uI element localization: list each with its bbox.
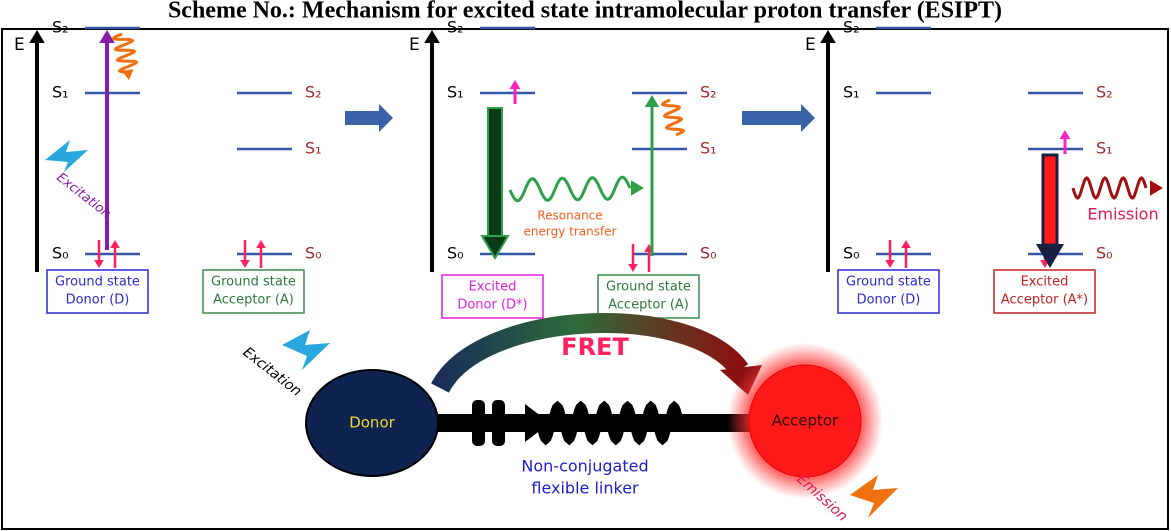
emission-wave-head: [1150, 180, 1163, 196]
acceptor-level-label: S₂: [305, 83, 322, 102]
electron-up-head: [901, 240, 911, 248]
relaxation-wave: [663, 100, 684, 135]
donor-level-label: S₂: [447, 18, 464, 37]
acceptor-level-label: S₀: [1096, 244, 1113, 263]
emission-wave: [1073, 178, 1146, 198]
donor-level-label: S₀: [447, 244, 464, 263]
linker-label: Non-conjugated: [521, 457, 648, 476]
linker-spring: [540, 406, 680, 440]
linker-block: [492, 400, 505, 446]
emission-arrow-head: [1036, 244, 1064, 268]
electron-up-head: [256, 240, 266, 248]
relaxation-wave-head: [122, 69, 134, 80]
transfer-wave-head: [631, 180, 644, 196]
acceptor-box-text: Ground state: [211, 275, 296, 290]
electron-down-head: [240, 260, 250, 268]
donor-level-label: S₁: [52, 83, 69, 102]
fret-label: FRET: [561, 333, 629, 361]
electron-up-head: [510, 80, 521, 89]
acceptor-level-label: S₀: [305, 244, 322, 263]
acceptor-box-text: Acceptor (A): [213, 293, 294, 308]
donor-box-text: Ground state: [55, 275, 140, 290]
energy-label: E: [14, 35, 25, 55]
linker-label: flexible linker: [531, 479, 639, 498]
excitation-arrow-head: [99, 30, 115, 43]
electron-down-head: [885, 260, 895, 268]
diagram: Scheme No.: Mechanism for excited state …: [0, 0, 1171, 531]
donor-label: Donor: [349, 414, 395, 432]
panel-arrow: [345, 104, 393, 132]
acceptor-level-label: S₂: [700, 83, 717, 102]
panel-arrow: [742, 104, 815, 132]
acceptor-box-text: Acceptor (A*): [1001, 293, 1088, 308]
electron-up-head: [1060, 130, 1071, 139]
electron-up-head: [110, 240, 120, 248]
donor-box-text: Donor (D): [857, 293, 921, 308]
energy-label: E: [805, 35, 816, 55]
annotation: energy transfer: [523, 225, 616, 239]
acceptor-level-label: S₁: [700, 139, 717, 158]
donor-level-label: S₁: [447, 83, 464, 102]
acceptor-level-label: S₁: [305, 139, 322, 158]
donor-box-text: Ground state: [846, 275, 931, 290]
donor-box-text: Donor (D): [66, 293, 130, 308]
donor-level-label: S₂: [52, 18, 69, 37]
lightning: [282, 330, 330, 370]
emission-arrow: [1043, 155, 1057, 245]
acceptor-box-text: Ground state: [606, 280, 691, 295]
acceptor-label: Acceptor: [772, 412, 839, 430]
excitation-label: Excitation: [240, 344, 305, 399]
energy-axis-head: [820, 30, 836, 43]
annotation: Emission: [1087, 205, 1158, 224]
acceptor-level-label: S₂: [1096, 83, 1113, 102]
donor-decay-arrow: [488, 108, 502, 238]
donor-level-label: S₀: [843, 244, 860, 263]
energy-axis-head: [29, 30, 45, 43]
annotation: Resonance: [537, 209, 602, 223]
acceptor-box-text: Acceptor (A): [608, 298, 689, 313]
donor-box-text: Donor (D*): [457, 298, 527, 313]
acceptor-level-label: S₀: [700, 244, 717, 263]
donor-level-label: S₁: [843, 83, 860, 102]
lightning: [850, 475, 898, 518]
annotation: Excitation: [53, 170, 113, 222]
acceptor-level-label: S₁: [1096, 139, 1113, 158]
electron-down-head: [94, 260, 104, 268]
frame: [2, 29, 1168, 529]
lightning: [45, 140, 88, 172]
energy-axis-head: [424, 30, 440, 43]
acceptor-box-text: Excited: [1021, 275, 1069, 290]
relaxation-wave: [114, 34, 137, 72]
linker-block: [472, 400, 485, 446]
acceptor-excitation-arrow-head: [645, 95, 659, 107]
energy-label: E: [409, 35, 420, 55]
donor-level-label: S₂: [843, 18, 860, 37]
transfer-wave: [510, 177, 630, 201]
electron-down-head: [628, 264, 638, 272]
donor-level-label: S₀: [52, 244, 69, 263]
donor-box-text: Excited: [469, 280, 517, 295]
title: Scheme No.: Mechanism for excited state …: [168, 0, 1002, 24]
